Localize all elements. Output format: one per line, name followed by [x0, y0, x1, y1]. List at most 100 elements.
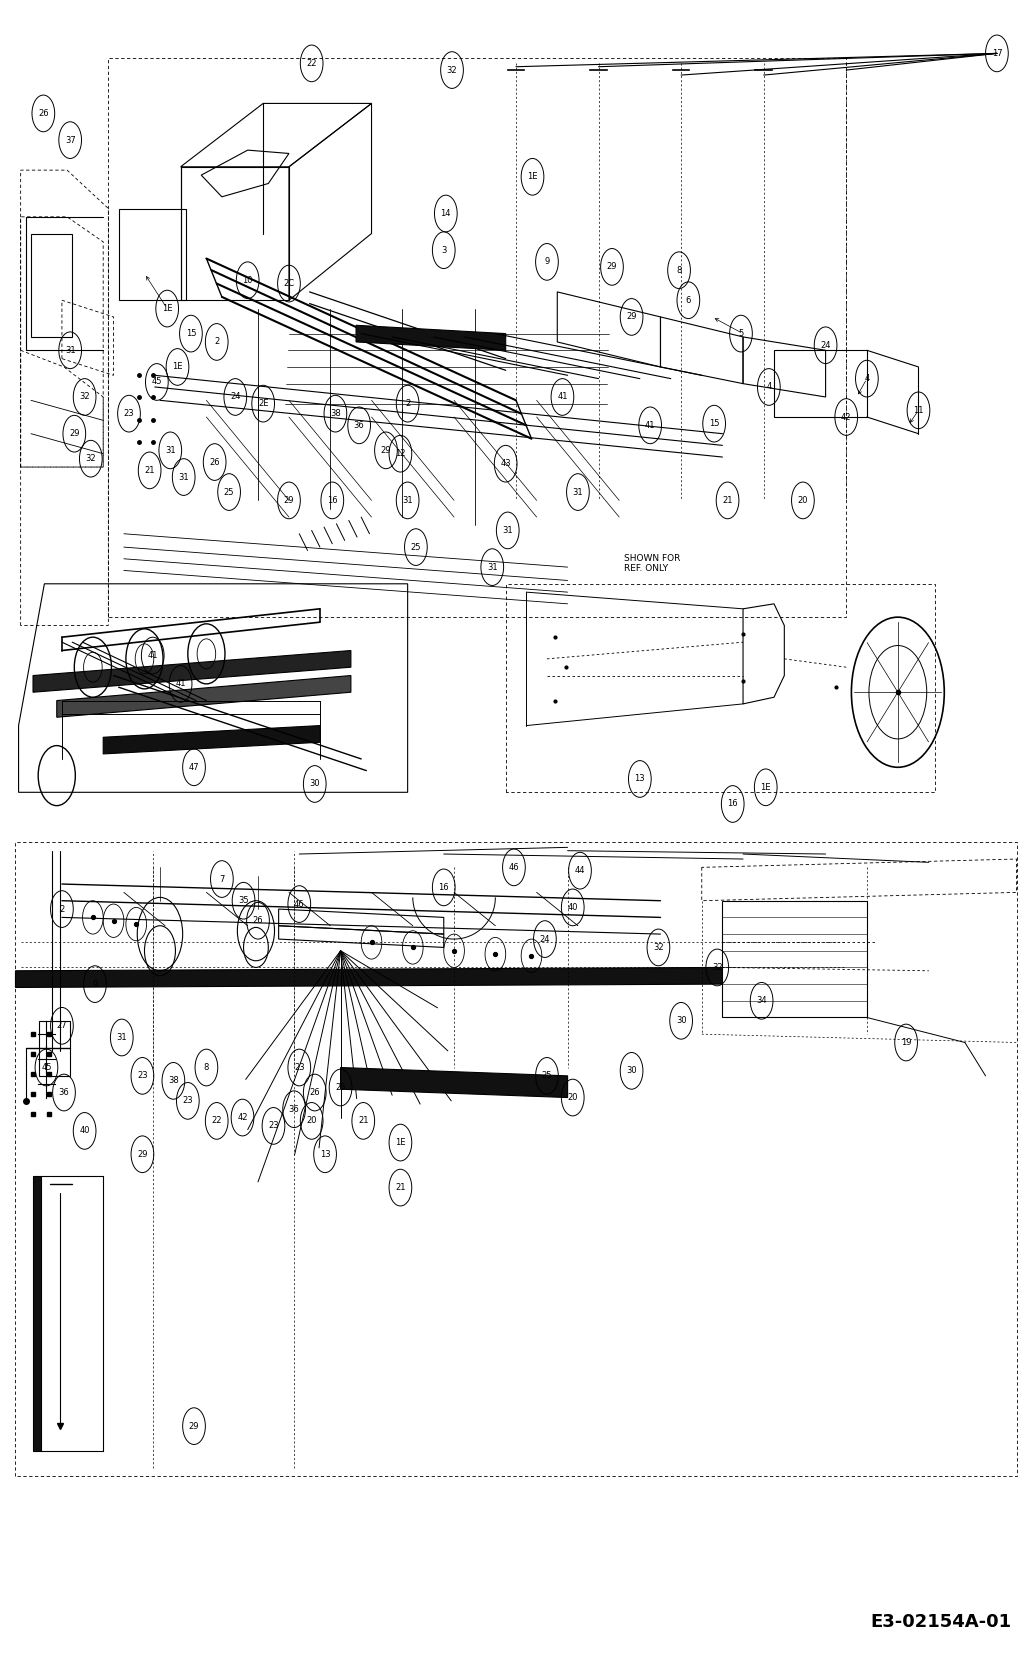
Text: 44: 44	[575, 866, 585, 876]
Text: 12: 12	[395, 449, 406, 459]
Text: 29: 29	[284, 495, 294, 505]
Text: 31: 31	[65, 345, 75, 355]
Text: 27: 27	[57, 1021, 67, 1031]
Text: 29: 29	[189, 1421, 199, 1431]
Text: 29: 29	[626, 312, 637, 322]
Text: 17: 17	[992, 48, 1002, 58]
Text: 1E: 1E	[162, 304, 172, 314]
Text: 32: 32	[653, 942, 664, 952]
Text: 32: 32	[79, 392, 90, 402]
Text: 31: 31	[573, 487, 583, 497]
Text: 21: 21	[395, 1183, 406, 1193]
Text: 2: 2	[214, 337, 220, 347]
Text: 1E: 1E	[527, 172, 538, 182]
Text: 31: 31	[165, 445, 175, 455]
Text: 25: 25	[224, 487, 234, 497]
Text: 31: 31	[179, 472, 189, 482]
Text: 43: 43	[501, 459, 511, 469]
Text: 24: 24	[230, 392, 240, 402]
Polygon shape	[33, 651, 351, 692]
Polygon shape	[341, 1068, 568, 1098]
Text: 7: 7	[219, 874, 225, 884]
Polygon shape	[57, 676, 351, 717]
Text: 11: 11	[913, 405, 924, 415]
Text: 46: 46	[509, 862, 519, 872]
Text: 13: 13	[320, 1149, 330, 1159]
Text: 41: 41	[148, 651, 158, 661]
Text: 21: 21	[358, 1116, 368, 1126]
Text: 40: 40	[568, 902, 578, 912]
Text: 41: 41	[557, 392, 568, 402]
Text: 37: 37	[65, 135, 75, 145]
Text: 42: 42	[237, 1113, 248, 1123]
Text: 26: 26	[253, 916, 263, 926]
Text: 15: 15	[186, 329, 196, 339]
Text: 22: 22	[212, 1116, 222, 1126]
Text: 2: 2	[59, 904, 65, 914]
Text: 40: 40	[79, 1126, 90, 1136]
Text: 23: 23	[183, 1096, 193, 1106]
Text: 46: 46	[294, 899, 304, 909]
Text: 29: 29	[607, 262, 617, 272]
Text: 9: 9	[544, 257, 550, 267]
Text: 41: 41	[175, 679, 186, 689]
Polygon shape	[103, 726, 320, 754]
Text: 36: 36	[354, 420, 364, 430]
Text: 42: 42	[841, 412, 851, 422]
Text: 30: 30	[676, 1016, 686, 1026]
Text: 24: 24	[820, 340, 831, 350]
Text: 19: 19	[901, 1037, 911, 1048]
Text: 21: 21	[144, 465, 155, 475]
Text: 26: 26	[209, 457, 220, 467]
Text: 3: 3	[441, 245, 447, 255]
Text: 41: 41	[645, 420, 655, 430]
Polygon shape	[356, 325, 506, 350]
Text: 26: 26	[310, 1088, 320, 1098]
Text: 8: 8	[676, 265, 682, 275]
Text: E3-02154A-01: E3-02154A-01	[870, 1613, 1011, 1631]
Text: 23: 23	[137, 1071, 148, 1081]
Text: 15: 15	[709, 419, 719, 429]
Text: 4: 4	[864, 374, 870, 384]
Text: 23: 23	[268, 1121, 279, 1131]
Text: 25: 25	[542, 1071, 552, 1081]
Text: 24: 24	[540, 934, 550, 944]
Text: 35: 35	[238, 896, 249, 906]
Text: 16: 16	[728, 799, 738, 809]
Text: 20: 20	[307, 1116, 317, 1126]
Text: 38: 38	[168, 1076, 179, 1086]
Text: 13: 13	[635, 774, 645, 784]
Text: 31: 31	[503, 525, 513, 535]
Text: 38: 38	[330, 409, 341, 419]
Text: 31: 31	[117, 1032, 127, 1042]
Text: 26: 26	[38, 108, 49, 118]
Text: 6: 6	[685, 295, 691, 305]
Text: 25: 25	[335, 1083, 346, 1093]
Text: 31: 31	[487, 562, 497, 572]
Text: 21: 21	[722, 495, 733, 505]
Text: 1E: 1E	[172, 362, 183, 372]
Text: 47: 47	[189, 762, 199, 772]
Text: 23: 23	[294, 1063, 304, 1073]
Text: 10: 10	[243, 275, 253, 285]
Text: 34: 34	[756, 996, 767, 1006]
Text: 32: 32	[86, 454, 96, 464]
Text: 25: 25	[411, 542, 421, 552]
Text: 14: 14	[441, 208, 451, 219]
Text: 36: 36	[59, 1088, 69, 1098]
Text: 31: 31	[402, 495, 413, 505]
Text: 45: 45	[41, 1063, 52, 1073]
Text: 1E: 1E	[395, 1138, 406, 1148]
Text: 30: 30	[310, 779, 320, 789]
Text: 8: 8	[203, 1063, 209, 1073]
Text: SHOWN FOR
REF. ONLY: SHOWN FOR REF. ONLY	[624, 554, 681, 574]
Text: 1E: 1E	[761, 782, 771, 792]
Text: 4: 4	[766, 382, 772, 392]
Text: 20: 20	[798, 495, 808, 505]
Text: 2: 2	[405, 399, 411, 409]
Text: 29: 29	[69, 429, 79, 439]
Polygon shape	[33, 1176, 41, 1451]
Text: 2E: 2E	[258, 399, 268, 409]
Text: 45: 45	[152, 377, 162, 387]
Polygon shape	[15, 967, 722, 987]
